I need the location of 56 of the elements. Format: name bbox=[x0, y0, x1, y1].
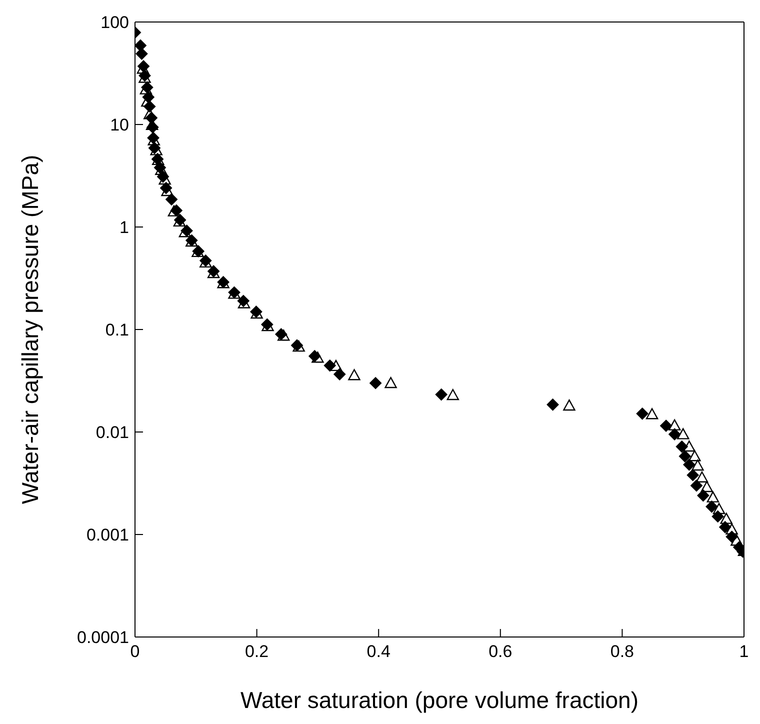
point bbox=[668, 419, 681, 430]
point bbox=[435, 388, 448, 401]
point bbox=[146, 121, 159, 134]
point bbox=[668, 428, 681, 440]
x-tick-label: 1 bbox=[739, 642, 749, 662]
point bbox=[700, 481, 713, 492]
point bbox=[170, 204, 182, 216]
point bbox=[308, 350, 321, 362]
x-tick-label: 0.6 bbox=[488, 642, 512, 662]
point bbox=[696, 471, 708, 482]
x-tick-label: 0 bbox=[130, 642, 140, 662]
point bbox=[563, 399, 576, 411]
x-tick-label: 0.8 bbox=[610, 642, 634, 662]
y-tick-label: 1 bbox=[120, 218, 129, 238]
point bbox=[719, 521, 732, 534]
point bbox=[324, 360, 336, 372]
y-axis-title: Water-air capillary pressure (MPa) bbox=[17, 154, 43, 504]
y-tick-label: 0.0001 bbox=[77, 628, 129, 648]
point bbox=[142, 91, 154, 104]
point bbox=[678, 450, 691, 462]
x-axis-title: Water saturation (pore volume fraction) bbox=[240, 687, 638, 713]
point bbox=[546, 398, 559, 411]
point bbox=[683, 458, 696, 471]
point bbox=[690, 480, 702, 492]
point bbox=[677, 428, 690, 440]
x-tick-label: 0.2 bbox=[244, 642, 269, 662]
point bbox=[275, 328, 288, 340]
point bbox=[686, 469, 699, 482]
point bbox=[706, 500, 718, 513]
point bbox=[144, 100, 156, 112]
y-tick-label: 100 bbox=[100, 13, 129, 32]
point bbox=[446, 389, 459, 400]
point bbox=[334, 368, 346, 380]
point bbox=[726, 530, 738, 543]
point bbox=[145, 112, 158, 124]
point bbox=[384, 376, 397, 388]
point bbox=[676, 440, 688, 453]
y-tick-label: 0.1 bbox=[105, 320, 129, 340]
point bbox=[136, 48, 148, 60]
point bbox=[135, 39, 146, 52]
x-tick-label: 0.4 bbox=[366, 642, 390, 662]
point bbox=[688, 450, 701, 462]
point bbox=[692, 460, 704, 471]
y-tick-label: 0.01 bbox=[96, 423, 129, 442]
point bbox=[636, 408, 648, 420]
point bbox=[370, 377, 382, 390]
y-tick-label: 10 bbox=[110, 116, 129, 135]
point bbox=[712, 510, 724, 522]
point bbox=[660, 420, 672, 432]
y-tick-label: 0.001 bbox=[86, 526, 129, 545]
point bbox=[646, 408, 658, 420]
point bbox=[348, 369, 360, 380]
point bbox=[166, 193, 178, 206]
point bbox=[148, 142, 160, 154]
point bbox=[697, 490, 710, 502]
point bbox=[706, 491, 720, 502]
